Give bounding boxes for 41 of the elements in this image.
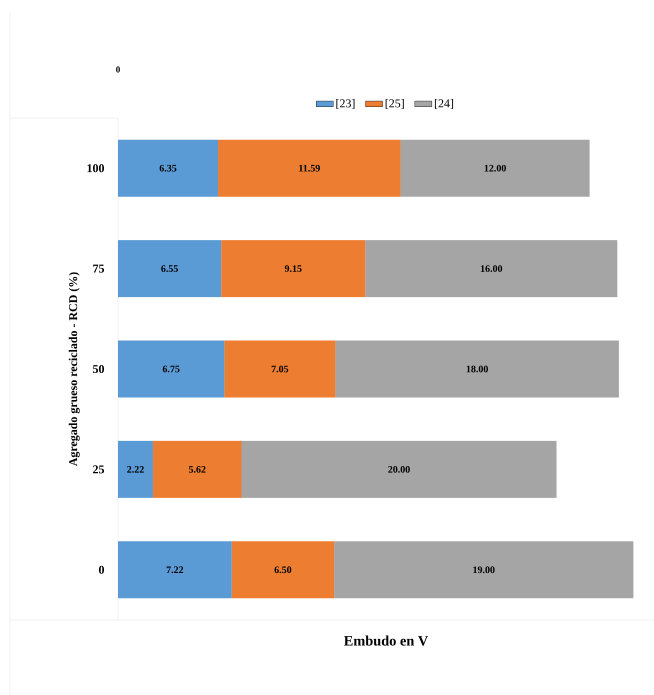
data-label: 6.50 (274, 566, 292, 574)
y-tick-label: 100 (88, 164, 104, 172)
data-label: 9.15 (284, 265, 302, 272)
data-label: 19.00 (473, 566, 495, 574)
data-label: 20.00 (388, 466, 410, 473)
bar (218, 140, 401, 197)
bar (335, 340, 619, 398)
y-tick-label: 25 (93, 465, 104, 474)
data-label: 7.05 (272, 366, 288, 372)
bar (118, 140, 218, 197)
bar (118, 541, 232, 598)
data-label: 16.00 (480, 265, 502, 272)
text: 0 (116, 66, 120, 72)
bar (224, 340, 336, 398)
bar (118, 340, 224, 398)
y-axis-title: Agregado grueso reciclado - RCD (%) (68, 272, 80, 466)
bar (232, 541, 334, 598)
data-label: 6.75 (162, 366, 180, 372)
bar (400, 140, 590, 197)
bar (118, 240, 222, 298)
y-tick-label: 0 (98, 566, 104, 574)
data-label: 2.22 (127, 466, 144, 473)
data-label: 11.59 (299, 164, 320, 172)
data-label: 6.35 (160, 164, 176, 172)
bar (152, 440, 242, 498)
data-label: 18.00 (466, 366, 488, 372)
bar (334, 541, 634, 598)
legend-label: [24] (434, 99, 454, 109)
y-tick-label: 50 (93, 364, 104, 374)
data-label: 6.55 (161, 265, 178, 272)
data-label: 7.22 (166, 566, 184, 574)
data-label: 12.00 (484, 164, 506, 172)
y-tick-label: 75 (93, 264, 104, 273)
bar (365, 240, 618, 298)
bar (118, 440, 153, 498)
bar (221, 240, 366, 298)
legend-label: [25] (386, 99, 404, 109)
legend-label: [23] (336, 99, 354, 109)
data-label: 5.62 (188, 466, 206, 473)
x-axis-title: Embudo en V (344, 636, 428, 646)
bar (241, 440, 557, 498)
